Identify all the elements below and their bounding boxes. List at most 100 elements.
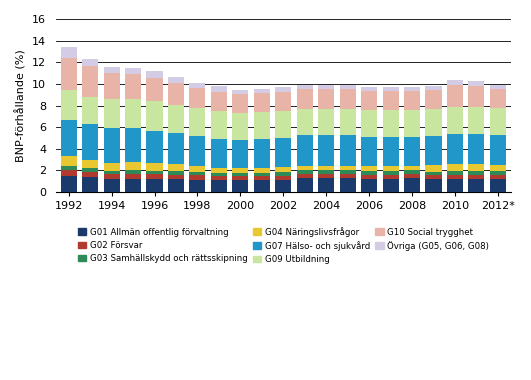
Bar <box>425 109 441 136</box>
Bar <box>468 107 484 134</box>
Bar <box>104 163 119 171</box>
Bar <box>275 180 292 192</box>
Bar <box>490 89 506 108</box>
Bar <box>490 85 506 89</box>
Bar <box>447 179 463 192</box>
Bar <box>382 166 399 171</box>
Bar <box>425 171 441 175</box>
Bar <box>297 109 313 135</box>
Bar <box>447 85 463 107</box>
Bar <box>490 108 506 135</box>
Bar <box>468 174 484 179</box>
Bar <box>275 167 292 172</box>
Bar <box>275 176 292 180</box>
Bar <box>104 171 119 174</box>
Bar <box>275 172 292 176</box>
Bar <box>190 88 205 108</box>
Bar <box>447 80 463 85</box>
Bar <box>104 179 119 192</box>
Bar <box>275 138 292 167</box>
Bar <box>425 136 441 165</box>
Bar <box>361 87 377 90</box>
Bar <box>490 174 506 179</box>
Bar <box>104 100 119 128</box>
Bar <box>254 168 270 173</box>
Bar <box>318 89 334 109</box>
Bar <box>61 176 77 192</box>
Bar <box>361 166 377 171</box>
Bar <box>382 179 399 192</box>
Bar <box>275 87 292 92</box>
Bar <box>211 139 227 168</box>
Bar <box>104 174 119 179</box>
Bar <box>318 178 334 192</box>
Bar <box>125 179 141 192</box>
Bar <box>490 171 506 174</box>
Bar <box>447 174 463 179</box>
Bar <box>468 134 484 164</box>
Bar <box>361 110 377 136</box>
Bar <box>190 180 205 192</box>
Bar <box>190 166 205 172</box>
Bar <box>125 74 141 99</box>
Bar <box>61 58 77 90</box>
Bar <box>297 178 313 192</box>
Bar <box>147 131 162 163</box>
Bar <box>82 59 98 66</box>
Bar <box>318 170 334 174</box>
Bar <box>425 175 441 179</box>
Bar <box>211 86 227 92</box>
Bar <box>297 89 313 109</box>
Bar <box>425 165 441 171</box>
Y-axis label: BNP-förhållande (%): BNP-förhållande (%) <box>15 49 27 162</box>
Bar <box>318 135 334 166</box>
Bar <box>318 166 334 170</box>
Bar <box>404 109 420 136</box>
Bar <box>382 171 399 174</box>
Bar <box>254 139 270 168</box>
Bar <box>382 90 399 110</box>
Bar <box>490 179 506 192</box>
Bar <box>232 90 249 94</box>
Bar <box>361 174 377 179</box>
Bar <box>211 111 227 139</box>
Bar <box>232 94 249 113</box>
Bar <box>147 101 162 131</box>
Bar <box>61 90 77 120</box>
Bar <box>232 176 249 180</box>
Bar <box>425 90 441 109</box>
Bar <box>190 108 205 136</box>
Bar <box>125 68 141 74</box>
Bar <box>468 164 484 171</box>
Bar <box>318 174 334 178</box>
Bar <box>340 109 356 135</box>
Bar <box>61 170 77 176</box>
Bar <box>211 176 227 180</box>
Bar <box>361 136 377 166</box>
Bar <box>232 168 249 173</box>
Bar <box>297 170 313 174</box>
Bar <box>168 133 184 164</box>
Bar <box>382 87 399 90</box>
Bar <box>168 164 184 171</box>
Bar <box>82 177 98 192</box>
Bar <box>168 174 184 179</box>
Bar <box>254 176 270 180</box>
Bar <box>361 171 377 174</box>
Bar <box>425 86 441 90</box>
Bar <box>404 171 420 174</box>
Bar <box>125 128 141 162</box>
Bar <box>168 78 184 83</box>
Bar <box>340 89 356 109</box>
Bar <box>104 128 119 163</box>
Bar <box>61 155 77 166</box>
Bar <box>490 135 506 165</box>
Bar <box>340 174 356 178</box>
Bar <box>254 93 270 112</box>
Bar <box>147 174 162 179</box>
Bar <box>211 168 227 173</box>
Bar <box>425 179 441 192</box>
Bar <box>190 172 205 175</box>
Bar <box>147 78 162 101</box>
Bar <box>275 92 292 111</box>
